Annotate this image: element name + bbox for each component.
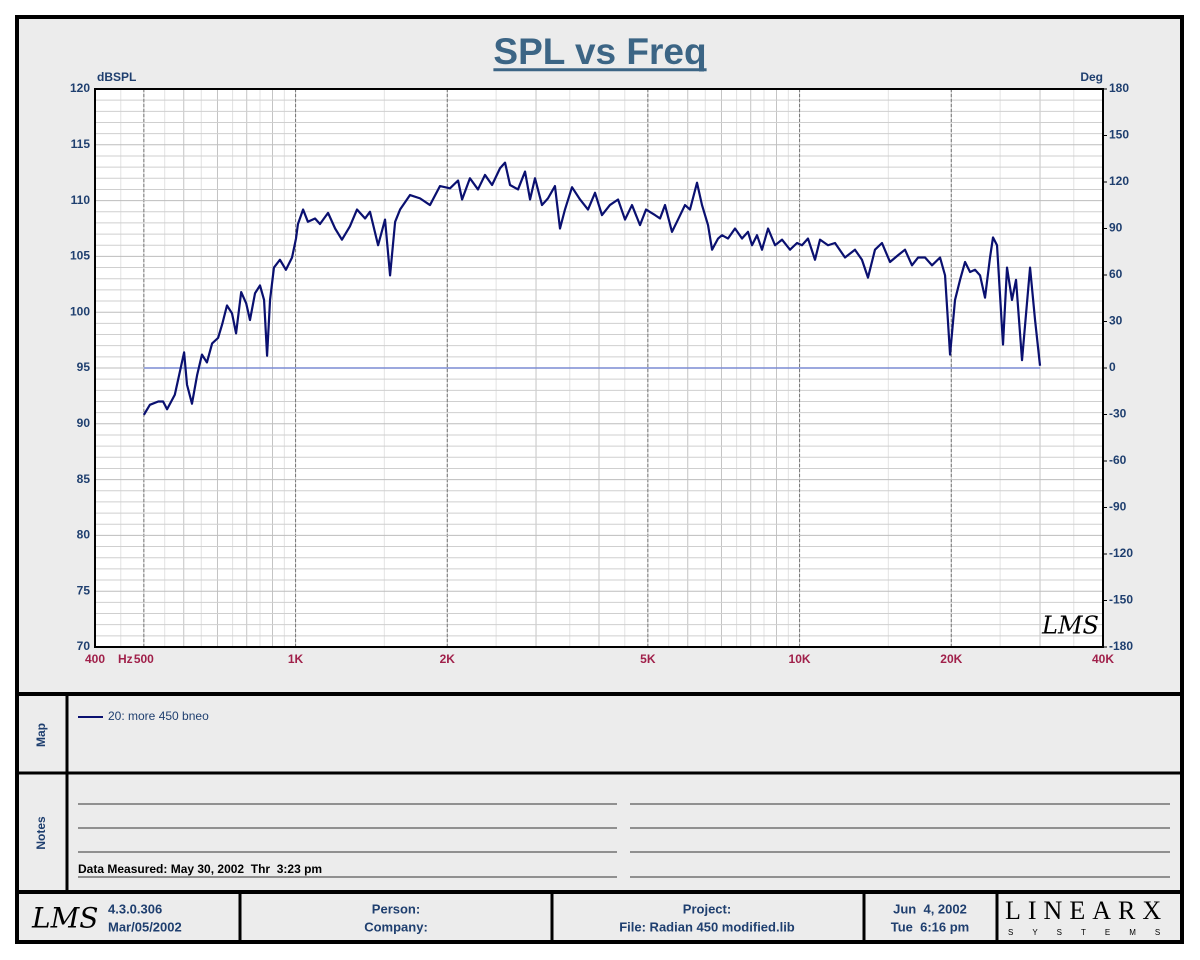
date: Jun 4, 2002 (893, 901, 967, 916)
brand-sub: SYSTEMS (1008, 928, 1179, 937)
x-tick-label: 5K (640, 652, 656, 666)
measured-note: Data Measured: May 30, 2002 Thr 3:23 pm (78, 862, 322, 876)
company: Company: (364, 919, 428, 934)
y-tick-label: 115 (71, 137, 91, 151)
plot-border (94, 88, 1104, 648)
y-tick-label: 80 (77, 528, 91, 542)
x-tick-label: 400 (85, 652, 105, 666)
notes-label: Notes (34, 816, 48, 850)
series-line (142, 161, 1042, 416)
y2-axis-label: Deg (1080, 70, 1103, 84)
x-axis-label: Hz (118, 652, 133, 666)
y-tick-label: 90 (77, 416, 91, 430)
x-tick-label: 40K (1092, 652, 1114, 666)
watermark: LMS (1041, 612, 1099, 640)
y2-tick-label: -30 (1109, 407, 1127, 421)
y2-tick-label: -180 (1109, 639, 1133, 653)
y2-tick-label: 180 (1109, 81, 1129, 95)
y-tick-label: 95 (77, 360, 91, 374)
y-tick-label: 100 (70, 304, 90, 318)
y-tick-label: 75 (77, 583, 91, 597)
file: File: Radian 450 modified.lib (619, 919, 795, 934)
time: Tue 6:16 pm (891, 919, 970, 934)
person: Person: (372, 901, 420, 916)
y2-tick-label: -150 (1109, 593, 1133, 607)
legend-label: 20: more 450 bneo (108, 709, 209, 723)
y2-tick-label: 120 (1109, 174, 1129, 188)
y2-tick-label: -120 (1109, 546, 1133, 560)
map-label: Map (34, 723, 48, 747)
project: Project: (683, 901, 731, 916)
y2-tick-label: 90 (1109, 221, 1123, 235)
y2-tick-label: 60 (1109, 267, 1123, 281)
brand: LINEARX (1005, 896, 1168, 925)
chart-title: SPL vs Freq (493, 31, 706, 72)
x-tick-label: 1K (288, 652, 304, 666)
y-tick-label: 70 (77, 639, 91, 653)
y2-tick-label: 150 (1109, 128, 1129, 142)
note-lines (78, 803, 1170, 878)
x-tick-label: 20K (940, 652, 962, 666)
x-tick-label: 2K (440, 652, 456, 666)
logo: LMS (31, 902, 98, 935)
y-tick-label: 105 (70, 249, 90, 263)
build-date: Mar/05/2002 (108, 919, 182, 934)
version: 4.3.0.306 (108, 901, 162, 916)
y2-tick-label: 30 (1109, 314, 1123, 328)
y-axis-label: dBSPL (97, 70, 136, 84)
y-tick-label: 85 (77, 472, 91, 486)
x-tick-label: 500 (134, 652, 154, 666)
y2-tick-label: 0 (1109, 360, 1116, 374)
y-tick-label: 110 (71, 193, 91, 207)
y2-tick-label: -60 (1109, 453, 1127, 467)
y2-tick-label: -90 (1109, 500, 1127, 514)
y-tick-label: 120 (70, 81, 90, 95)
x-tick-label: 10K (789, 652, 811, 666)
